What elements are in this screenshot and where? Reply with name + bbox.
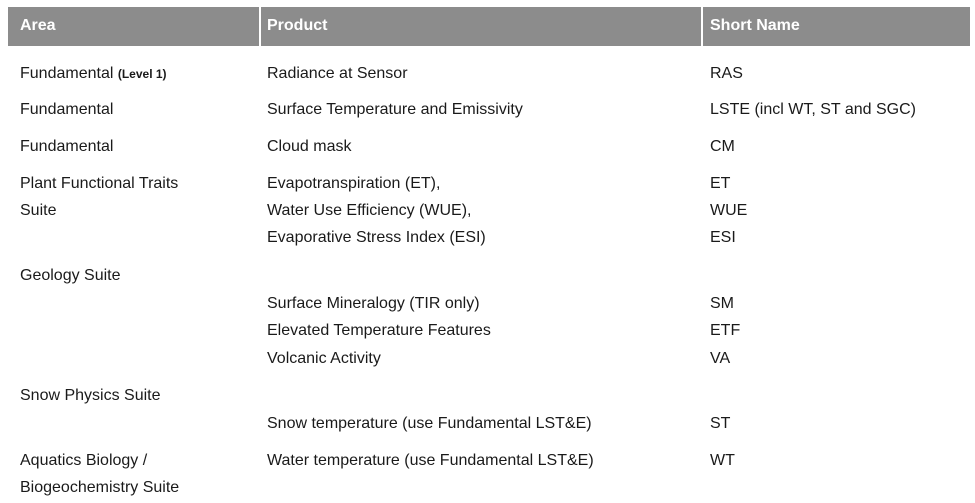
row-short-cell: ETF	[710, 322, 741, 339]
row-product-cell: Water Use Efficiency (WUE),	[267, 202, 472, 219]
row-product-cell: Evapotranspiration (ET),	[267, 175, 441, 192]
row-short-cell: VA	[710, 350, 731, 367]
products-table: Area Product Short Name Fundamental (Lev…	[8, 7, 970, 496]
row-area-cell: Suite	[20, 202, 57, 219]
row-product-cell: Surface Mineralogy (TIR only)	[267, 295, 480, 312]
row-short-cell: WT	[710, 452, 735, 469]
row-short-cell: ESI	[710, 229, 736, 246]
row-area-cell: Plant Functional Traits	[20, 175, 179, 192]
area-note: (Level 1)	[117, 67, 167, 81]
header-divider	[259, 7, 261, 46]
row-product-cell: Surface Temperature and Emissivity	[267, 101, 523, 118]
row-area-cell: Fundamental (Level 1)	[20, 65, 167, 82]
row-short-cell: ST	[710, 415, 731, 432]
table-header: Area Product Short Name	[8, 7, 970, 46]
row-product-cell: Snow temperature (use Fundamental LST&E)	[267, 415, 592, 432]
row-short-cell: SM	[710, 295, 734, 312]
row-short-cell: ET	[710, 175, 731, 192]
row-area-cell: Geology Suite	[20, 267, 121, 284]
row-product-cell: Water temperature (use Fundamental LST&E…	[267, 452, 594, 469]
row-product-cell: Volcanic Activity	[267, 350, 381, 367]
header-divider	[701, 7, 703, 46]
row-area-cell: Fundamental	[20, 138, 114, 155]
row-short-cell: LSTE (incl WT, ST and SGC)	[710, 101, 916, 118]
header-short-name: Short Name	[710, 17, 800, 34]
row-short-cell: RAS	[710, 65, 743, 82]
row-product-cell: Cloud mask	[267, 138, 352, 155]
row-short-cell: CM	[710, 138, 735, 155]
row-product-cell: Evaporative Stress Index (ESI)	[267, 229, 486, 246]
header-product: Product	[267, 17, 328, 34]
row-area-cell: Snow Physics Suite	[20, 387, 161, 404]
row-product-cell: Elevated Temperature Features	[267, 322, 491, 339]
row-area-cell: Aquatics Biology /	[20, 452, 148, 469]
row-short-cell: WUE	[710, 202, 748, 219]
row-area-cell: Biogeochemistry Suite	[20, 479, 180, 496]
header-area: Area	[20, 17, 56, 34]
row-product-cell: Radiance at Sensor	[267, 65, 408, 82]
row-area-cell: Fundamental	[20, 101, 114, 118]
